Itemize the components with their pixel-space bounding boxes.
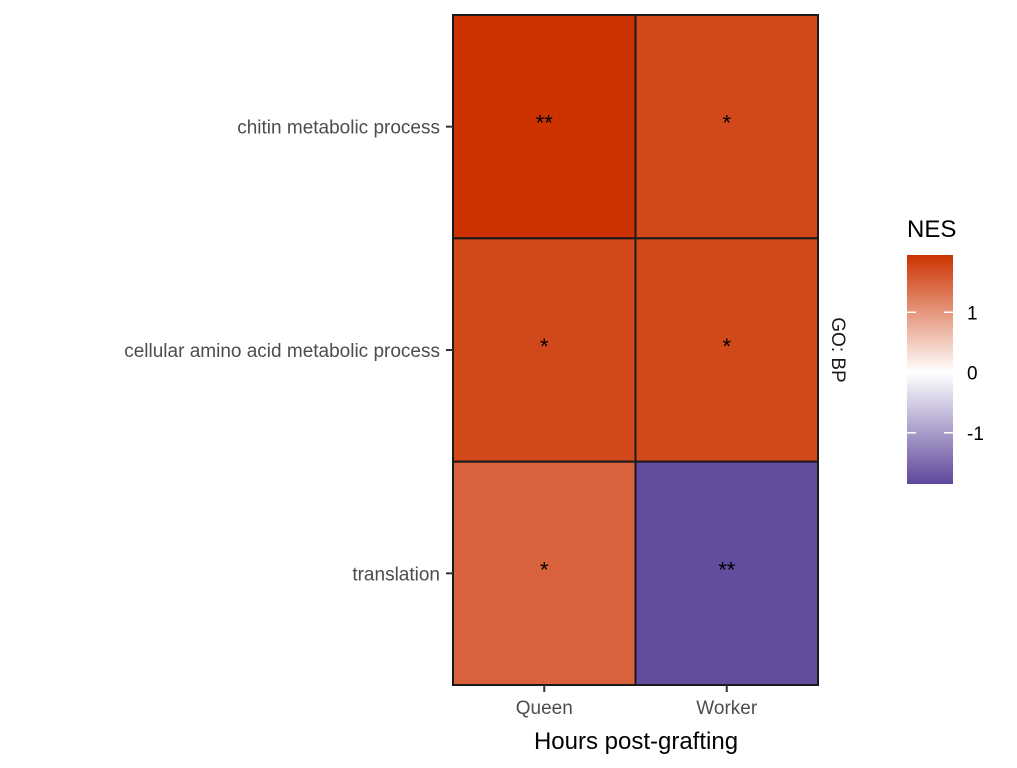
y-tick-label: cellular amino acid metabolic process <box>124 341 440 362</box>
y-tick-label: chitin metabolic process <box>237 118 440 139</box>
legend-colorbar <box>907 255 953 484</box>
legend: NES 1 0 -1 <box>907 216 984 484</box>
x-tick-label: Worker <box>696 698 758 719</box>
y-tick-label: translation <box>352 564 440 585</box>
x-tick-label: Queen <box>516 698 573 719</box>
significance-label: * <box>722 111 731 136</box>
legend-title: NES <box>907 216 956 243</box>
legend-tick-label: 1 <box>967 303 978 324</box>
heatmap-cell <box>634 237 819 463</box>
significance-label: * <box>540 557 549 582</box>
heatmap-cell <box>634 460 819 686</box>
x-axis-title: Hours post-grafting <box>534 728 738 755</box>
significance-label: ** <box>536 111 554 136</box>
y-axis: chitin metabolic process cellular amino a… <box>124 118 453 585</box>
significance-label: * <box>540 334 549 359</box>
heatmap-cell <box>452 14 637 240</box>
x-axis: Queen Worker <box>516 685 758 719</box>
heatmap-cell <box>452 460 637 686</box>
legend-tick-label: 0 <box>967 364 978 385</box>
heatmap-cell <box>634 14 819 240</box>
legend-tick-label: -1 <box>967 424 984 445</box>
heatmap-cell <box>452 237 637 463</box>
significance-label: * <box>722 334 731 359</box>
heatmap-cells: ** ** ** ** <box>452 14 819 686</box>
facet-label: GO: BP <box>827 317 848 382</box>
significance-label: ** <box>718 557 736 582</box>
